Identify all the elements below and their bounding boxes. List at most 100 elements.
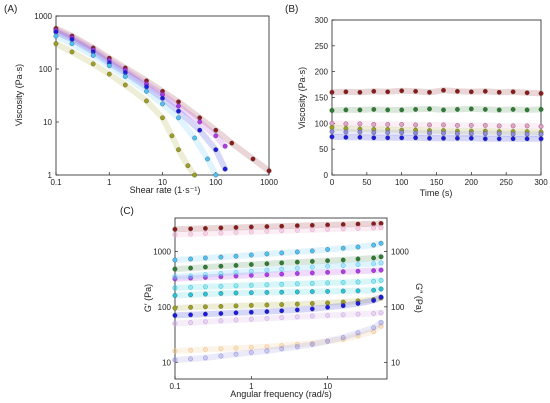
panel-b-x-title: Time (s) [420,188,453,198]
data-point-series-12 [188,356,194,362]
data-point-series-5 [427,135,432,141]
data-point-series-0 [279,223,285,229]
data-point-series-1 [496,107,502,113]
data-point-series-1 [524,107,530,113]
y-tick-label: 10 [162,358,171,367]
data-point-series-5 [399,135,405,141]
data-point-series-7 [264,228,270,234]
data-point-series-1 [510,107,516,112]
data-point-series-9 [355,279,361,285]
data-point-series-5 [248,303,254,308]
data-point-series-3 [144,88,149,94]
panel-b-letter: (B) [285,4,298,15]
data-point-series-12 [294,344,300,350]
data-point-series-8 [248,268,254,274]
data-point-series-4 [371,130,377,135]
data-point-series-2 [482,123,488,128]
x-tick-label: 0.1 [50,178,62,187]
data-point-series-7 [248,229,254,235]
data-point-series-8 [309,264,315,270]
data-point-series-1 [355,244,361,250]
data-point-series-2 [218,263,224,269]
data-point-series-6 [340,303,346,309]
data-point-series-7 [325,226,331,232]
data-point-series-4 [496,131,502,137]
data-point-series-9 [371,278,377,284]
data-point-series-0 [329,89,335,95]
data-point-series-4 [329,129,335,134]
data-point-series-3 [106,63,112,69]
data-point-series-4 [482,131,488,137]
data-point-series-5 [538,136,544,142]
data-point-series-0 [496,89,502,95]
data-point-series-2 [188,265,193,271]
series-error-band [329,105,544,114]
data-point-series-2 [468,123,474,128]
x-tick-label: 150 [430,178,444,187]
data-point-series-2 [538,124,544,129]
y-tick-label: 100 [158,303,172,312]
data-point-series-4 [538,131,544,137]
data-point-series-9 [279,281,285,287]
data-point-series-3 [248,272,254,278]
data-point-series-5 [455,135,460,141]
data-point-series-4 [53,41,59,47]
data-point-series-9 [248,282,254,288]
data-point-series-1 [413,107,418,112]
data-point-series-1 [279,250,285,256]
data-point-series-3 [309,270,315,276]
data-point-series-12 [355,330,361,336]
data-point-series-6 [233,310,239,316]
data-point-series-2 [222,166,228,172]
data-point-series-6 [279,308,285,314]
data-point-series-5 [357,134,363,140]
data-point-series-7 [309,227,315,233]
data-point-series-1 [378,240,384,246]
data-point-series-2 [399,122,405,127]
data-point-series-1 [325,247,330,252]
data-point-series-0 [266,168,272,174]
data-point-series-12 [378,320,384,326]
y-tick-label: 250 [315,42,329,51]
data-point-series-0 [510,89,516,95]
x-tick-label: 100 [209,178,223,187]
x-tick-label: 1000 [260,178,278,187]
data-point-series-2 [496,123,502,129]
data-point-series-7 [378,225,384,230]
y-tick-label: 100 [39,65,53,74]
data-point-series-8 [340,262,346,268]
data-point-series-0 [357,89,363,95]
data-point-series-1 [218,254,224,260]
data-point-series-1 [482,107,488,112]
data-point-series-6 [188,312,193,318]
data-point-series-2 [172,266,178,272]
data-point-series-4 [160,115,165,121]
data-point-series-1 [233,253,239,259]
data-point-series-4 [355,288,361,294]
data-point-series-0 [455,88,460,94]
data-point-series-7 [279,228,285,234]
panel-c-x-title: Angular frequency (rad/s) [230,389,332,399]
y2-tick-label: 100 [391,303,405,312]
data-point-series-6 [264,309,270,314]
y-tick-label: 0 [324,171,329,180]
data-point-series-1 [343,107,349,113]
data-point-series-2 [264,261,270,267]
data-point-series-1 [357,107,363,113]
data-point-series-0 [371,221,376,227]
data-point-series-5 [524,136,530,142]
y-tick-label: 50 [319,145,328,154]
data-point-series-5 [188,304,193,310]
data-point-series-0 [413,88,418,94]
data-point-series-9 [172,285,178,291]
data-point-series-11 [218,346,224,352]
data-point-series-11 [172,348,178,354]
series-error-band [172,323,384,354]
data-point-series-4 [169,133,175,139]
data-point-series-5 [496,136,502,142]
data-point-series-0 [427,89,432,95]
data-point-series-12 [264,348,270,354]
data-point-series-2 [371,255,376,261]
data-point-series-1 [441,107,446,113]
